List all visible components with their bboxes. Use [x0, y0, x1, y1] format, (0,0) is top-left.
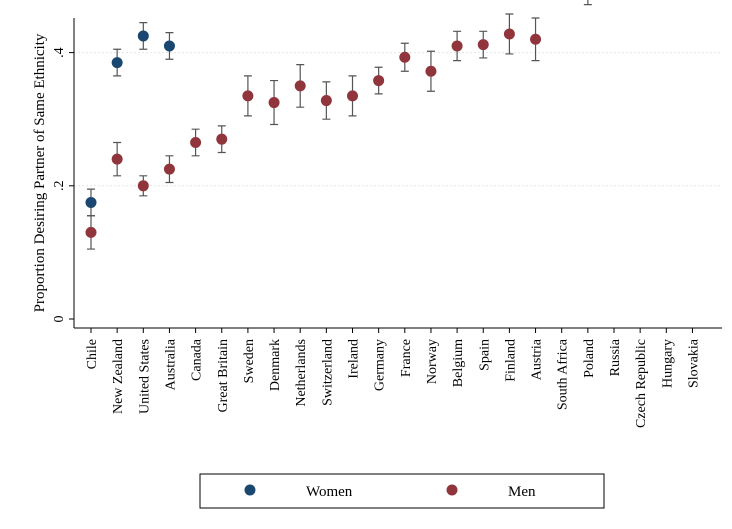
legend-box: [199, 473, 605, 509]
x-tick-label: South Africa: [556, 338, 571, 410]
x-tick-label: Czech Republic: [634, 339, 649, 428]
x-tick-label: Denmark: [268, 339, 283, 391]
data-point: [85, 226, 97, 238]
data-point: [373, 75, 385, 87]
y-ticks: 0.2.4.6.8: [52, 47, 74, 323]
x-tick-label: Australia: [163, 338, 178, 390]
x-tick-label: Poland: [582, 339, 597, 378]
data-point: [242, 90, 254, 102]
x-tick-label: Netherlands: [294, 339, 309, 407]
x-tick-label: New Zealand: [111, 339, 126, 414]
legend-label-women: Women: [306, 484, 353, 500]
y-axis-title: Proportion Desiring Partner of Same Ethn…: [32, 33, 48, 312]
x-tick-label: Slovakia: [686, 338, 701, 388]
legend-marker-women: [244, 484, 256, 496]
y-tick-label: .4: [52, 47, 67, 58]
x-tick-label: Belgium: [451, 339, 466, 387]
data-point: [163, 163, 175, 175]
error-bar: [583, 0, 592, 6]
data-point: [425, 65, 437, 77]
grid-lines: [74, 52, 722, 187]
x-tick-label: Russia: [608, 338, 623, 376]
x-tick-label: Hungary: [660, 339, 675, 388]
x-tick-label: Austria: [530, 338, 545, 380]
x-tick-label: Finland: [503, 339, 518, 382]
legend: Women Men: [199, 473, 605, 509]
data-point: [477, 39, 489, 51]
data-point: [85, 196, 97, 208]
data-point: [163, 40, 175, 52]
data-point: [137, 180, 149, 192]
y-tick-label: .2: [52, 181, 67, 192]
x-ticks: Chile New Zealand United States Australia Ca…: [85, 328, 701, 428]
x-tick-label: Canada: [190, 338, 205, 381]
series: [85, 0, 592, 250]
x-tick-label: Sweden: [242, 339, 257, 383]
x-tick-label: France: [399, 339, 414, 377]
data-point: [216, 133, 228, 145]
x-tick-label: Chile: [85, 339, 100, 369]
x-tick-label: United States: [137, 339, 152, 414]
x-tick-label: Ireland: [347, 339, 362, 379]
legend-marker-men: [446, 484, 458, 496]
data-point: [347, 90, 358, 102]
x-tick-label: Germany: [373, 339, 388, 391]
x-tick-label: Norway: [425, 339, 440, 384]
data-point: [294, 80, 306, 92]
data-point: [399, 51, 411, 63]
data-point: [451, 40, 463, 52]
x-tick-label: Great Britain: [216, 339, 231, 412]
legend-label-men: Men: [508, 484, 536, 500]
series-women: [85, 22, 175, 217]
data-point: [137, 30, 149, 42]
data-point: [320, 95, 332, 107]
data-point: [111, 153, 123, 165]
data-point: [111, 57, 123, 69]
data-point: [268, 97, 280, 109]
x-tick-label: Switzerland: [320, 339, 335, 406]
data-point: [503, 28, 515, 40]
data-point: [530, 33, 542, 45]
y-tick-label: 0: [52, 316, 67, 323]
x-tick-label: Spain: [477, 339, 492, 371]
data-point: [190, 137, 202, 149]
series-men: [85, 0, 592, 250]
